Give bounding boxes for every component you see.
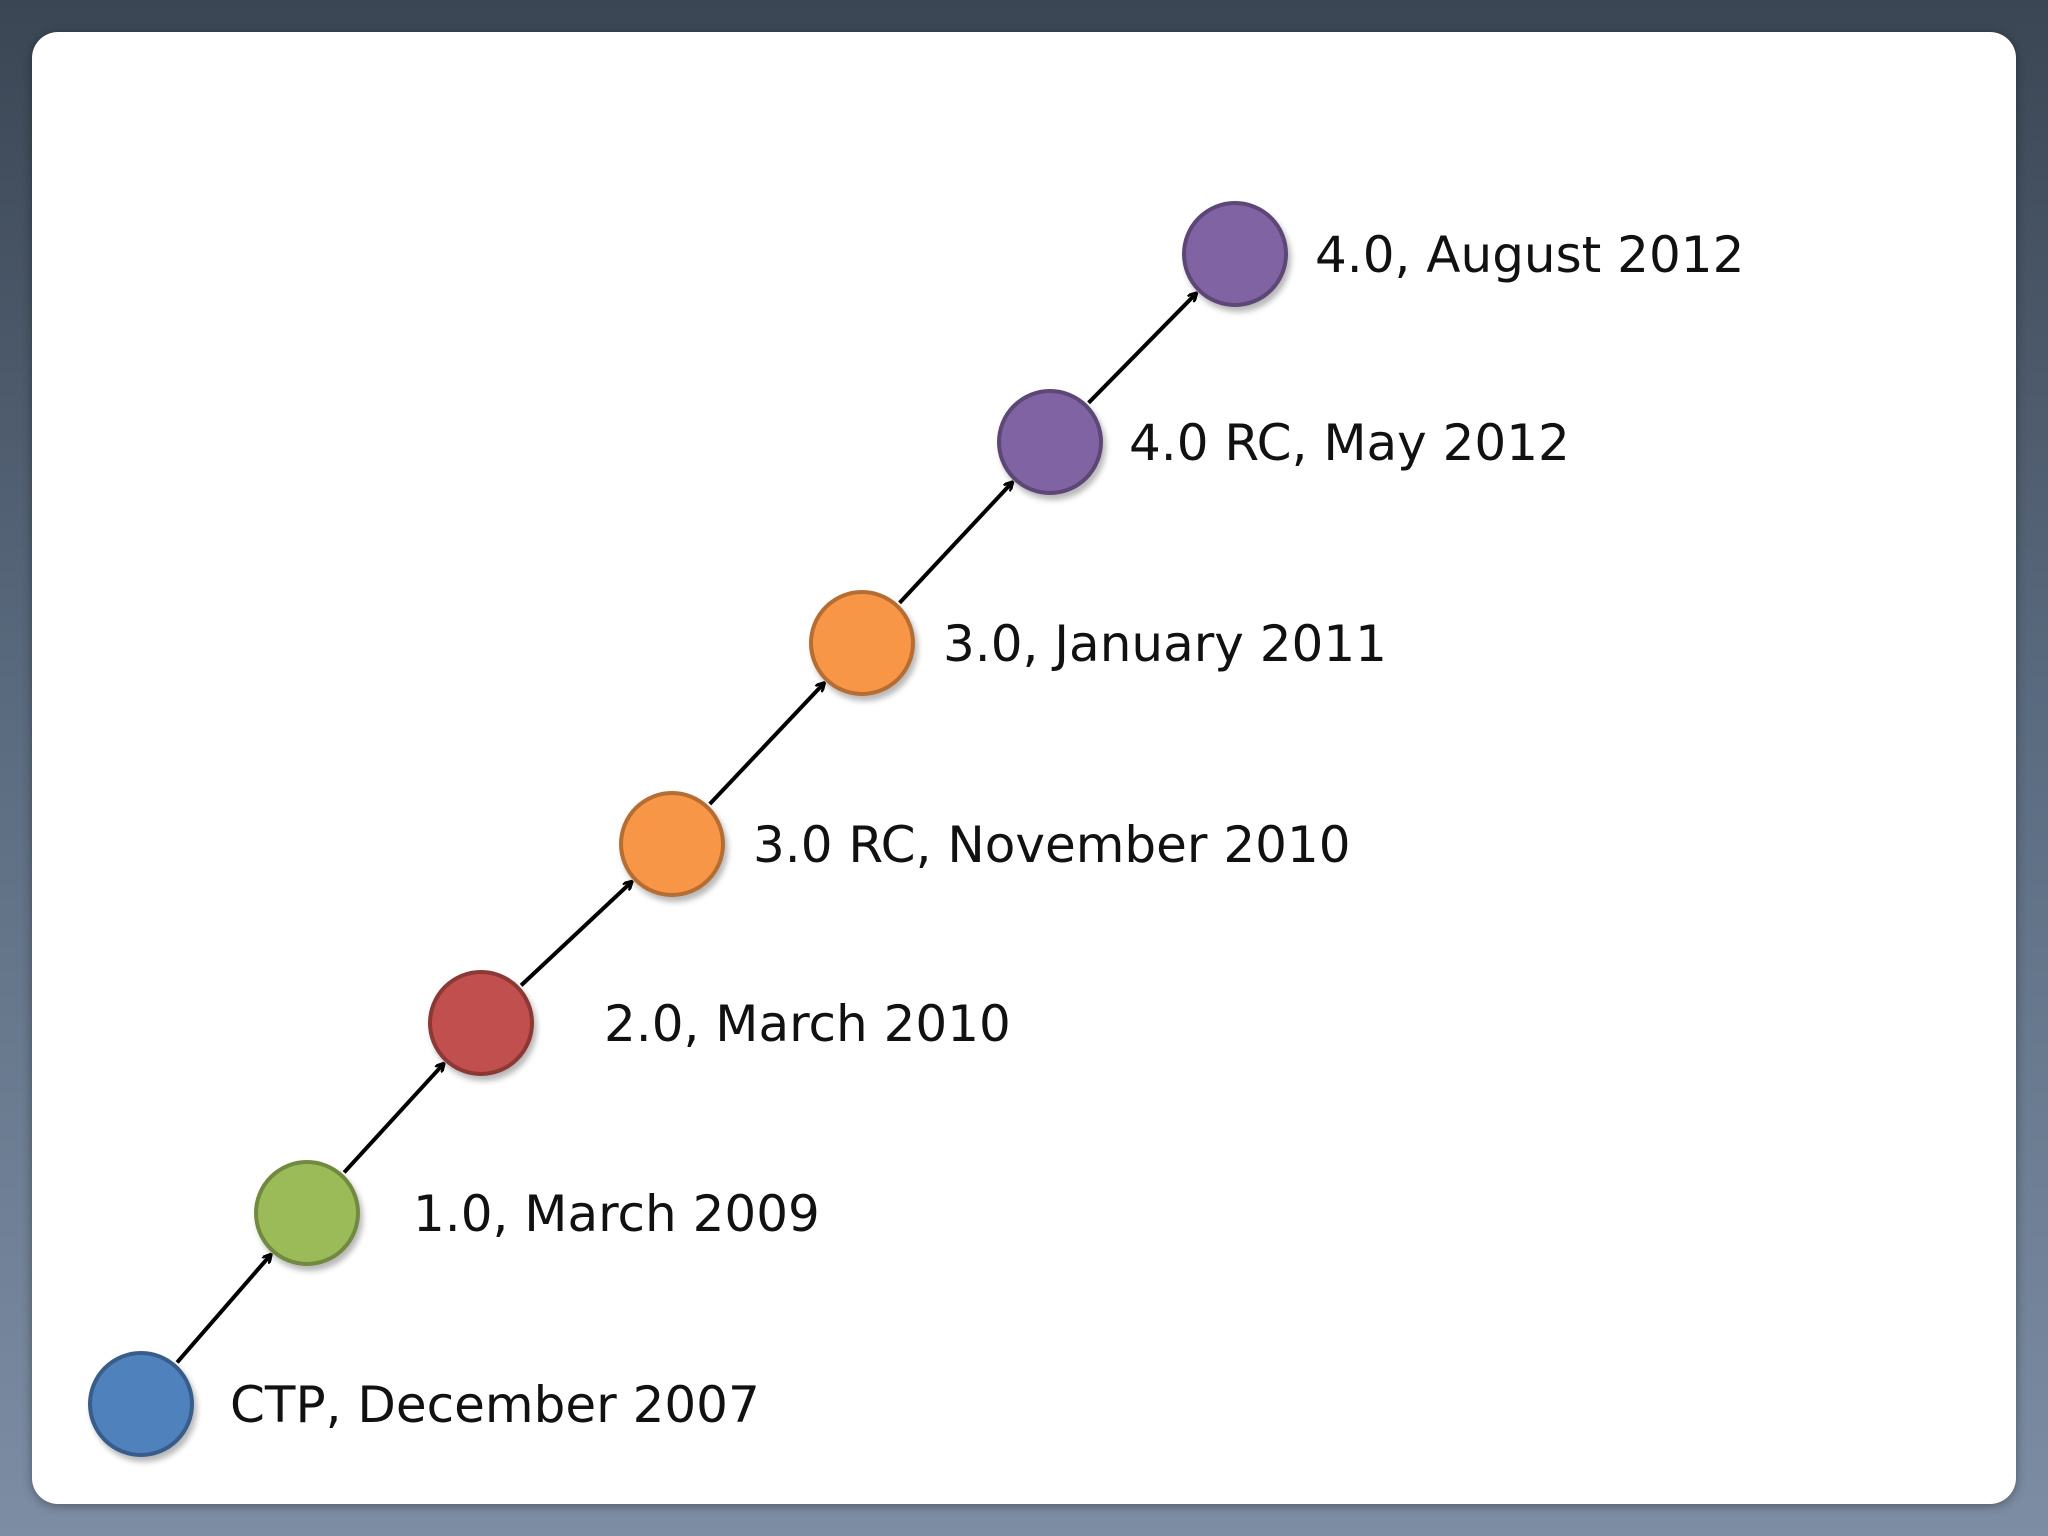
milestone-node — [88, 1351, 194, 1457]
milestone-label: 3.0, January 2011 — [943, 615, 1387, 673]
connector-arrow — [519, 882, 632, 987]
milestone-label: CTP, December 2007 — [230, 1376, 760, 1434]
connector-arrow — [1087, 293, 1197, 405]
connector-arrow — [342, 1064, 444, 1174]
slide: CTP, December 2007 1.0, March 2009 2.0, Ma… — [32, 32, 2016, 1504]
milestone-node — [619, 791, 725, 897]
milestone-label: 1.0, March 2009 — [413, 1185, 820, 1243]
milestone-node — [1182, 201, 1288, 307]
milestone-label: 4.0 RC, May 2012 — [1129, 414, 1570, 472]
milestone-node — [809, 590, 915, 696]
milestone-label: 2.0, March 2010 — [604, 995, 1011, 1053]
connector-arrow — [175, 1255, 271, 1364]
milestone-label: 4.0, August 2012 — [1315, 226, 1744, 284]
milestone-nodes — [88, 201, 1288, 1457]
milestone-label: 3.0 RC, November 2010 — [753, 816, 1351, 874]
connector-arrow — [708, 683, 824, 806]
milestone-node — [428, 970, 534, 1076]
milestone-node — [997, 389, 1103, 495]
milestone-labels: CTP, December 2007 1.0, March 2009 2.0, Ma… — [230, 226, 1744, 1434]
connector-arrows — [175, 293, 1197, 1364]
milestone-node — [254, 1160, 360, 1266]
connector-arrow — [898, 482, 1013, 605]
release-timeline-diagram: CTP, December 2007 1.0, March 2009 2.0, Ma… — [88, 201, 1744, 1457]
